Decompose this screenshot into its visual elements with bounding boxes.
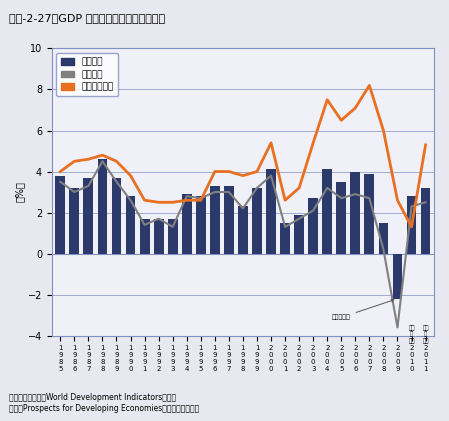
Y-axis label: （%）: （%） — [15, 181, 25, 203]
Bar — [392, 253, 402, 298]
Bar — [407, 196, 416, 253]
Bar — [365, 173, 374, 253]
Text: （予
測
値）: （予 測 値） — [423, 325, 429, 344]
Bar — [84, 178, 93, 253]
Text: （推定値）: （推定値） — [332, 299, 394, 320]
Bar — [308, 198, 318, 253]
Bar — [55, 176, 65, 253]
Bar — [336, 182, 346, 253]
Bar — [210, 186, 220, 253]
Bar — [97, 159, 107, 253]
Bar — [266, 170, 276, 253]
Bar — [154, 218, 163, 253]
Bar — [421, 188, 431, 253]
Bar — [252, 188, 262, 253]
Bar — [168, 218, 178, 253]
Text: （予
測
値）: （予 測 値） — [408, 325, 415, 344]
Text: 資料：世界銀行「World Development Indicators」及び
　　「Prospects for Developing Economies」より: 資料：世界銀行「World Development Indicators」及び … — [9, 393, 199, 413]
Bar — [350, 171, 360, 253]
Bar — [140, 218, 150, 253]
Bar — [196, 196, 206, 253]
Bar — [224, 186, 234, 253]
Bar — [238, 206, 248, 253]
Bar — [182, 194, 192, 253]
Bar — [112, 178, 121, 253]
Bar — [70, 188, 79, 253]
Bar — [294, 215, 304, 253]
Bar — [379, 223, 388, 253]
Text: 図序-2-27　GDP 成長率の所得区分別の比較: 図序-2-27 GDP 成長率の所得区分別の比較 — [9, 13, 165, 23]
Bar — [322, 170, 332, 253]
Bar — [126, 196, 136, 253]
Legend: 世界全体, 高所得国, 低・中所得国: 世界全体, 高所得国, 低・中所得国 — [57, 53, 119, 96]
Bar — [280, 223, 290, 253]
